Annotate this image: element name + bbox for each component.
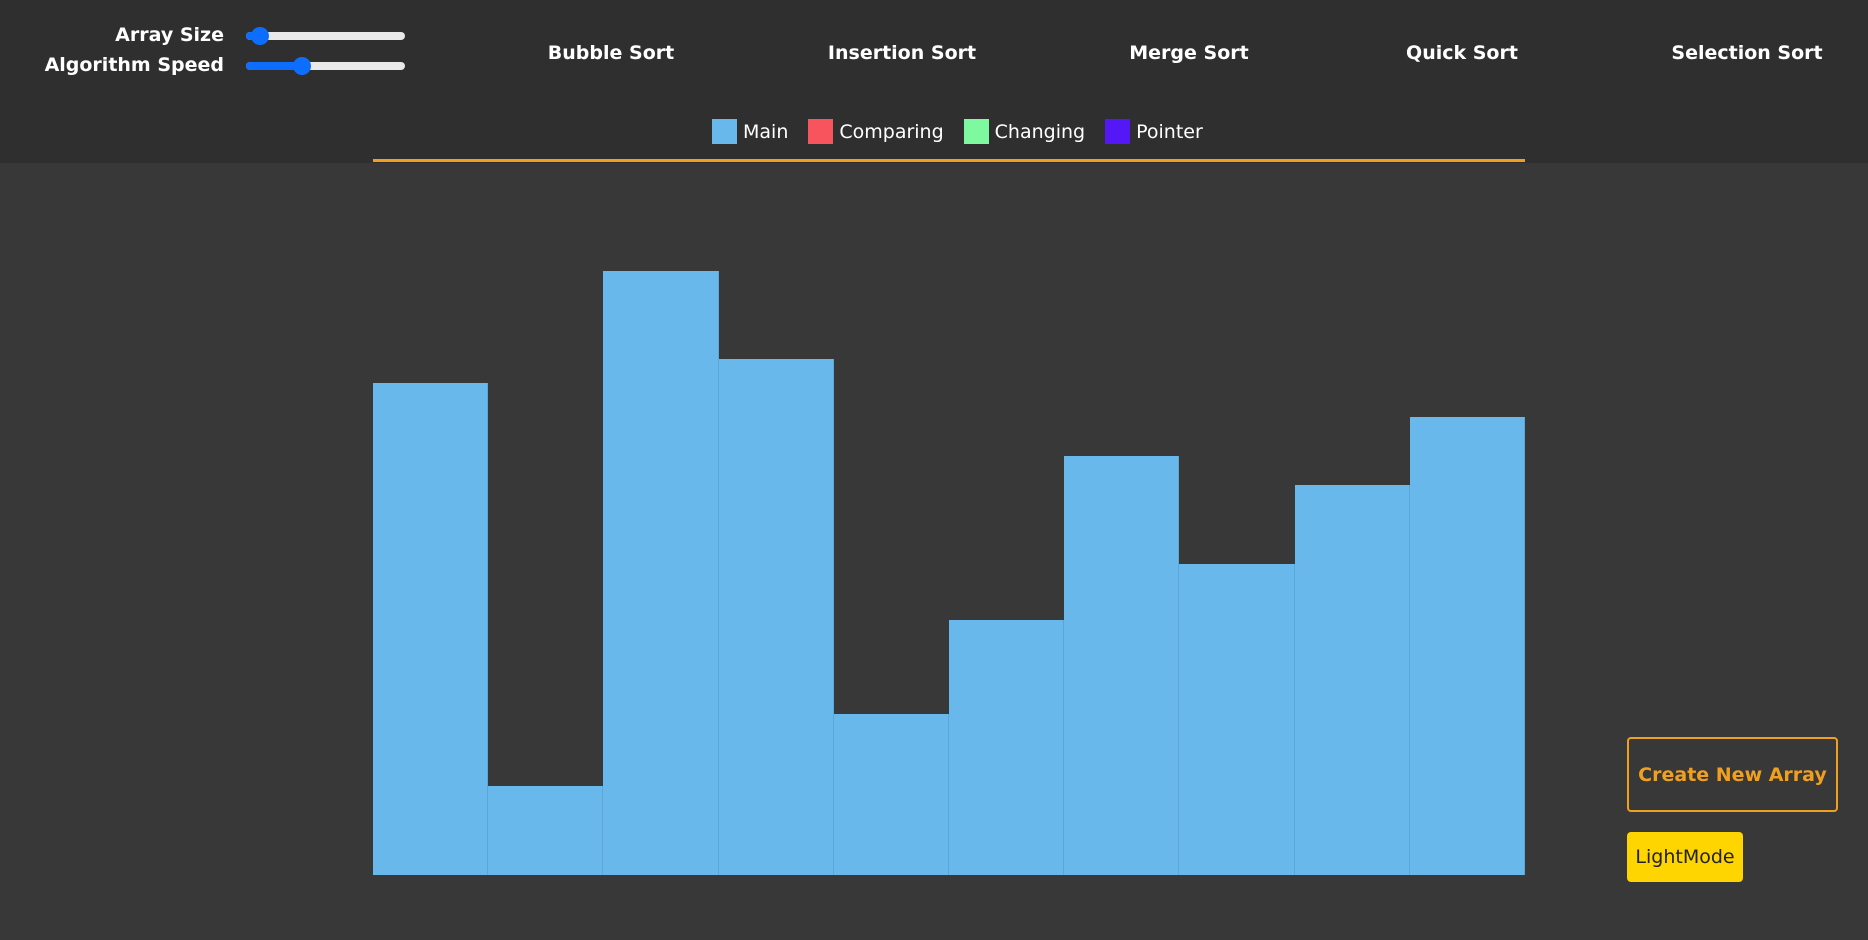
- legend-item-comparing: Comparing: [808, 119, 944, 144]
- quick-sort-button[interactable]: Quick Sort: [1406, 42, 1518, 64]
- array-bar: [833, 714, 949, 875]
- array-bar: [603, 271, 719, 875]
- legend-item-pointer: Pointer: [1105, 119, 1203, 144]
- merge-sort-button[interactable]: Merge Sort: [1129, 42, 1249, 64]
- selection-sort-button[interactable]: Selection Sort: [1671, 42, 1823, 64]
- array-size-slider-thumb[interactable]: [251, 27, 270, 45]
- array-bar: [488, 785, 604, 875]
- legend-swatch-pointer: [1105, 119, 1131, 144]
- light-mode-button[interactable]: LightMode: [1627, 832, 1743, 882]
- legend-item-main: Main: [712, 119, 788, 144]
- chart-top-divider: [373, 159, 1525, 162]
- array-bar: [373, 382, 489, 875]
- algorithm-speed-slider-fill: [246, 62, 302, 70]
- array-bar: [1294, 485, 1410, 875]
- array-size-control: Array Size: [0, 22, 410, 50]
- bubble-sort-button[interactable]: Bubble Sort: [547, 42, 675, 64]
- legend-swatch-main: [712, 119, 737, 144]
- legend-label-changing: Changing: [994, 120, 1086, 143]
- legend-swatch-changing: [963, 119, 989, 144]
- array-bar: [1064, 456, 1180, 875]
- array-bar-chart: [373, 163, 1525, 875]
- array-bar: [1409, 417, 1525, 875]
- algorithm-speed-label: Algorithm Speed: [44, 54, 224, 76]
- legend-swatch-comparing: [808, 119, 834, 144]
- array-size-label: Array Size: [115, 24, 224, 46]
- insertion-sort-button[interactable]: Insertion Sort: [827, 42, 977, 64]
- algorithm-speed-slider[interactable]: [246, 57, 405, 75]
- legend-label-pointer: Pointer: [1136, 120, 1203, 143]
- algorithm-speed-control: Algorithm Speed: [0, 52, 410, 80]
- array-bar: [718, 359, 834, 875]
- array-bar: [1179, 563, 1295, 875]
- create-new-array-button[interactable]: Create New Array: [1627, 737, 1838, 812]
- legend-label-main: Main: [743, 120, 789, 143]
- top-navigation-bar: Array Size Algorithm Speed Bubble Sort I…: [0, 0, 1868, 163]
- legend-label-comparing: Comparing: [839, 120, 944, 143]
- legend-item-changing: Changing: [963, 119, 1086, 144]
- array-bar: [949, 619, 1065, 875]
- algorithm-speed-slider-thumb[interactable]: [292, 57, 311, 75]
- array-size-slider[interactable]: [246, 27, 405, 45]
- color-legend: Main Comparing Changing Pointer: [712, 119, 1223, 144]
